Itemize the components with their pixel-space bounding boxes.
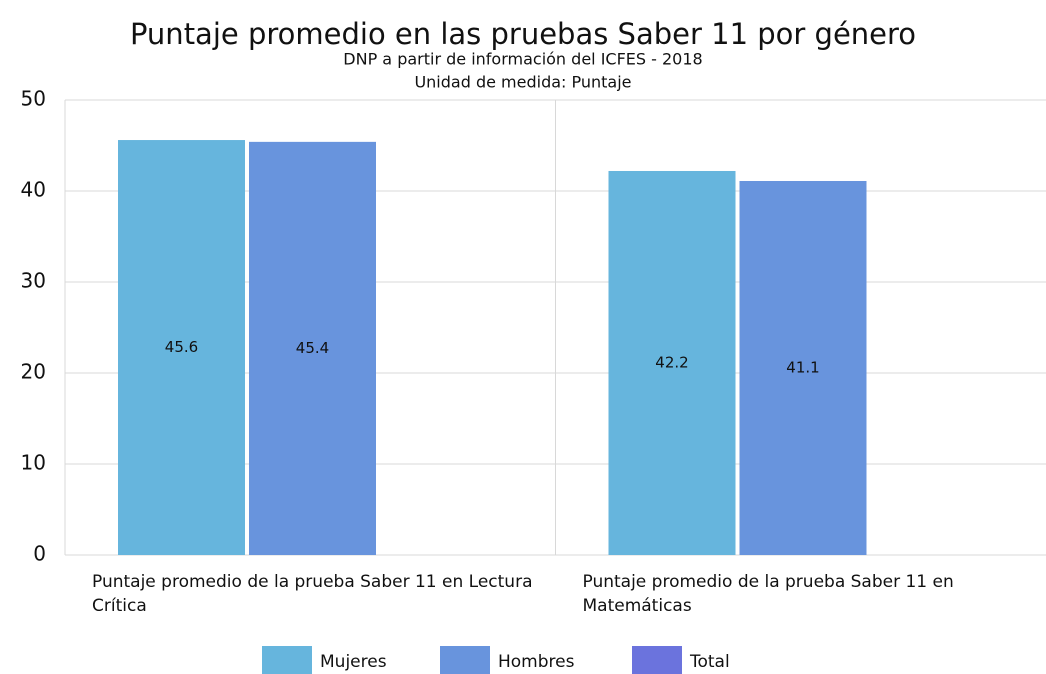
- legend-label: Total: [689, 652, 730, 672]
- y-tick-label: 40: [21, 178, 46, 202]
- x-tick-label: Puntaje promedio de la prueba Saber 11 e…: [582, 572, 954, 616]
- x-tick-label: Puntaje promedio de la prueba Saber 11 e…: [92, 572, 533, 616]
- bar: [608, 170, 736, 556]
- legend-label: Hombres: [498, 652, 575, 672]
- legend-label: Mujeres: [320, 652, 387, 672]
- y-tick-label: 20: [21, 360, 46, 384]
- y-tick-label: 0: [33, 542, 46, 566]
- legend-swatch: [632, 646, 682, 674]
- data-label: 42.2: [655, 353, 688, 371]
- chart-subtitle: DNP a partir de información del ICFES - …: [343, 50, 702, 69]
- y-tick-label: 30: [21, 269, 46, 293]
- data-label: 41.1: [786, 358, 819, 376]
- data-label: 45.4: [296, 339, 329, 357]
- legend-swatch: [440, 646, 490, 674]
- bar: [739, 180, 867, 556]
- data-label: 45.6: [165, 338, 198, 356]
- bar: [249, 141, 376, 556]
- chart-title: Puntaje promedio en las pruebas Saber 11…: [130, 17, 916, 51]
- y-tick-label: 10: [21, 451, 46, 475]
- chart-subtitle: Unidad de medida: Puntaje: [414, 73, 631, 92]
- y-tick-label: 50: [21, 87, 46, 111]
- legend-swatch: [262, 646, 312, 674]
- bar: [118, 140, 245, 556]
